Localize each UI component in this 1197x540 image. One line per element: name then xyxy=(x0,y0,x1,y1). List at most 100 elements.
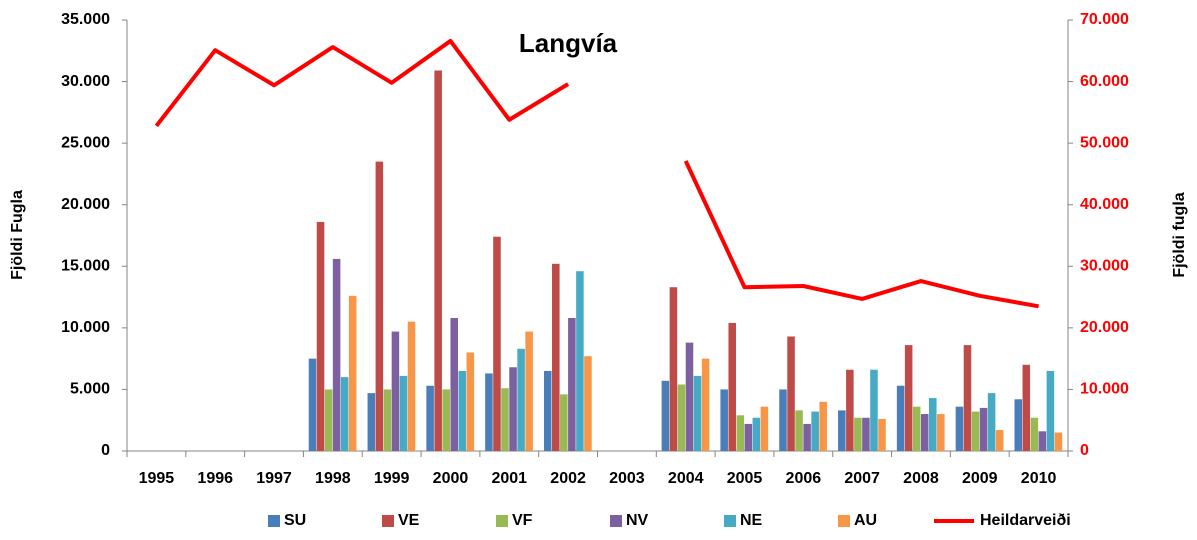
bar xyxy=(466,352,475,451)
bar xyxy=(568,318,576,451)
bar xyxy=(485,373,493,451)
bar xyxy=(787,336,795,451)
legend-marker xyxy=(838,515,850,527)
legend-label: VF xyxy=(512,512,533,529)
bar xyxy=(308,358,317,451)
bar xyxy=(661,380,670,451)
bar xyxy=(685,342,694,451)
bar xyxy=(340,377,349,451)
y2-tick-label: 0 xyxy=(1080,442,1089,459)
x-tick-label: 1997 xyxy=(256,470,292,487)
bar xyxy=(584,356,592,451)
bar xyxy=(525,331,533,451)
bar xyxy=(971,411,980,451)
bar xyxy=(720,389,728,451)
bar xyxy=(501,388,509,451)
y2-tick-label: 30.000 xyxy=(1080,258,1129,275)
bar xyxy=(316,221,325,451)
bar xyxy=(744,423,753,451)
y2-tick-label: 10.000 xyxy=(1080,381,1129,398)
bar xyxy=(458,370,467,451)
bar xyxy=(1022,364,1031,451)
legend-marker xyxy=(268,515,280,527)
legend-marker xyxy=(382,515,394,527)
bar xyxy=(693,375,702,451)
x-tick-label: 1996 xyxy=(197,470,233,487)
bar xyxy=(434,70,442,451)
bar xyxy=(399,375,408,451)
bar xyxy=(736,415,745,451)
bar xyxy=(669,287,678,451)
bar xyxy=(543,370,552,451)
x-tick-label: 2005 xyxy=(727,470,763,487)
bar xyxy=(896,385,905,451)
bar xyxy=(854,417,862,451)
bar xyxy=(442,389,450,451)
bar xyxy=(493,236,501,451)
bar xyxy=(937,414,945,451)
bar xyxy=(955,406,964,451)
bar xyxy=(1054,432,1063,451)
line xyxy=(154,38,1039,309)
bar xyxy=(560,394,568,451)
bar xyxy=(509,367,517,451)
y-tick-label: 30.000 xyxy=(61,73,110,90)
x-tick-label: 2001 xyxy=(491,470,527,487)
legend-label: NV xyxy=(626,512,649,529)
y-tick-label: 20.000 xyxy=(61,196,110,213)
bar xyxy=(920,414,929,451)
bar xyxy=(576,271,584,451)
bar xyxy=(552,263,560,451)
y-tick-label: 5.000 xyxy=(70,381,110,398)
y2-tick-label: 60.000 xyxy=(1080,73,1129,90)
x-tick-label: 2009 xyxy=(962,470,998,487)
bar xyxy=(878,418,886,451)
bar xyxy=(348,295,357,451)
y-tick-label: 0 xyxy=(101,442,110,459)
y2-tick-label: 50.000 xyxy=(1080,134,1129,151)
x-tick-label: 2004 xyxy=(668,470,704,487)
y-tick-label: 10.000 xyxy=(61,319,110,336)
x-tick-label: 1999 xyxy=(374,470,410,487)
bar xyxy=(870,369,878,451)
x-tick-label: 2007 xyxy=(844,470,880,487)
bar xyxy=(862,417,870,451)
x-tick-label: 2010 xyxy=(1021,470,1057,487)
bar xyxy=(779,389,787,451)
x-tick-label: 1995 xyxy=(139,470,175,487)
bar xyxy=(450,318,459,451)
x-tick-label: 2008 xyxy=(903,470,939,487)
legend-label: Heildarveiði xyxy=(980,512,1071,529)
bar xyxy=(407,321,416,451)
bar xyxy=(819,401,827,451)
bar xyxy=(803,423,811,451)
bar xyxy=(1030,417,1039,451)
bar xyxy=(995,430,1004,451)
x-tick-label: 2003 xyxy=(609,470,645,487)
bar xyxy=(375,161,384,451)
legend-label: SU xyxy=(284,512,306,529)
y2-tick-label: 40.000 xyxy=(1080,196,1129,213)
bar xyxy=(728,322,736,451)
bar xyxy=(838,410,846,451)
bar xyxy=(963,345,972,451)
legend-label: AU xyxy=(854,512,877,529)
bar xyxy=(383,389,392,451)
y-tick-label: 35.000 xyxy=(61,11,110,28)
legend-label: NE xyxy=(740,512,763,529)
y2-tick-label: 20.000 xyxy=(1080,319,1129,336)
bar xyxy=(426,385,434,451)
chart-title: Langvía xyxy=(519,28,618,58)
y2-tick-label: 70.000 xyxy=(1080,11,1129,28)
bar xyxy=(811,411,819,451)
bar xyxy=(979,407,988,451)
bar xyxy=(929,398,937,451)
x-tick-label: 1998 xyxy=(315,470,351,487)
bar xyxy=(912,406,921,451)
bar xyxy=(332,258,341,451)
y-axis-label: Fjöldi Fugla xyxy=(9,190,26,280)
bar xyxy=(517,348,525,451)
bar xyxy=(795,410,803,451)
legend-marker xyxy=(496,515,508,527)
